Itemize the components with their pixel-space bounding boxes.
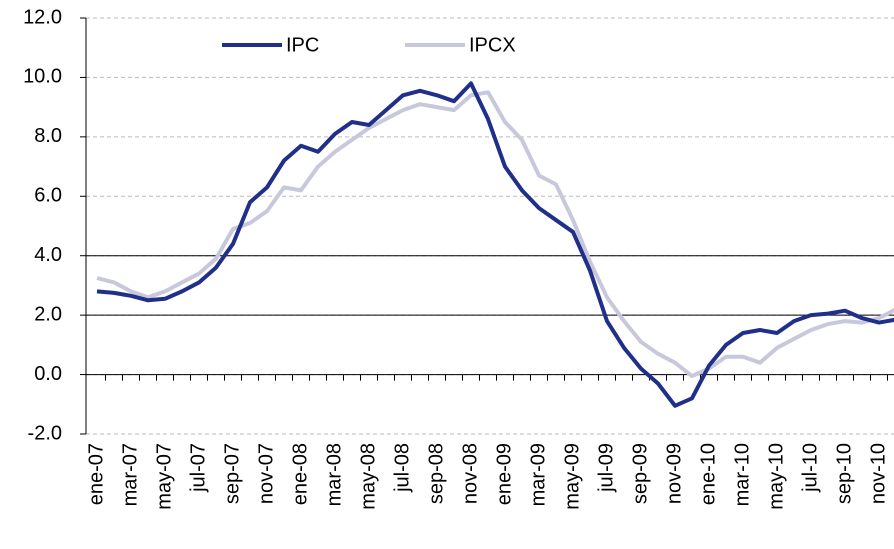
series-line [96,90,894,379]
x-tick-label: may-09 [561,443,583,510]
x-tick-label: may-10 [765,443,787,510]
legend-label: IPCX [469,34,516,56]
series-line [96,81,894,408]
y-tick-label: -2.0 [28,422,62,444]
y-tick-label: 12.0 [23,6,62,28]
x-tick-label: sep-07 [221,443,243,504]
x-tick-label: ene-08 [289,443,311,505]
y-tick-label: 2.0 [34,303,62,325]
x-tick-label: may-07 [153,443,175,510]
x-tick-label: nov-10 [867,443,889,504]
x-tick-label: sep-08 [425,443,447,504]
y-tick-label: 8.0 [34,125,62,147]
x-tick-label: mar-10 [731,443,753,506]
x-tick-label: nov-07 [255,443,277,504]
x-tick-label: ene-10 [697,443,719,505]
y-tick-label: 6.0 [34,185,62,207]
x-tick-label: may-08 [357,443,379,510]
x-tick-label: ene-07 [85,443,107,505]
y-tick-label: 10.0 [23,66,62,88]
x-tick-label: jul-09 [595,443,617,493]
legend-label: IPC [286,34,319,56]
x-tick-label: sep-09 [629,443,651,504]
y-tick-label: 0.0 [34,363,62,385]
y-tick-label: 4.0 [34,244,62,266]
x-tick-label: jul-07 [187,443,209,493]
x-tick-label: mar-08 [323,443,345,506]
x-tick-label: sep-10 [833,443,855,504]
x-tick-label: jul-08 [391,443,413,493]
x-tick-label: mar-09 [527,443,549,506]
x-tick-label: jul-10 [799,443,821,493]
x-tick-label: nov-08 [459,443,481,504]
x-tick-label: mar-07 [119,443,141,506]
x-tick-label: nov-09 [663,443,685,504]
x-tick-label: ene-09 [493,443,515,505]
